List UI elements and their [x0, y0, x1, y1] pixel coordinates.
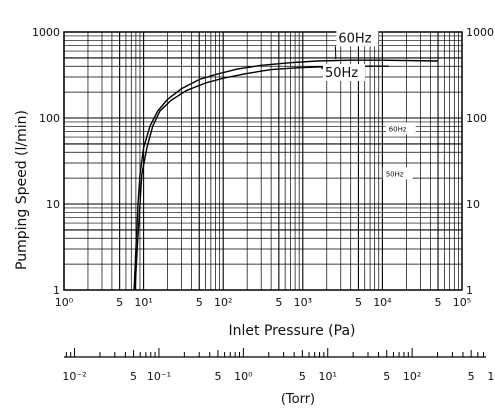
- annotation-label: 60Hz: [389, 125, 407, 133]
- y-tick-label-right: 1000: [466, 26, 494, 39]
- torr-tick-label: 5: [468, 370, 475, 383]
- series-layer: [133, 59, 439, 291]
- grid: [63, 32, 462, 291]
- y-tick-labels-right: 1 10 100 1000: [466, 26, 494, 297]
- annotation-backdrop: [385, 122, 416, 135]
- x-tick-label: 10⁵: [453, 296, 471, 309]
- torr-tick-label: 10¹: [319, 370, 337, 383]
- annotation-label: 60Hz: [338, 31, 371, 46]
- annotation-backdrop: [382, 167, 413, 180]
- torr-tick-label: 5: [383, 370, 390, 383]
- x-tick-label: 5: [275, 296, 282, 309]
- x-tick-label: 10⁴: [373, 296, 392, 309]
- x-tick-label: 5: [435, 296, 442, 309]
- torr-tick-label: 10⁻¹: [147, 370, 171, 383]
- torr-tick-label: 5: [214, 370, 221, 383]
- y-tick-labels-left: 1 10 100 1000: [32, 26, 60, 297]
- annotation-label: 50Hz: [386, 170, 404, 178]
- x-tick-label: 10³: [294, 296, 312, 309]
- y-tick-label-right: 100: [466, 112, 487, 125]
- x-tick-label: 10⁰: [55, 296, 74, 309]
- y-tick-label-left: 100: [39, 112, 60, 125]
- torr-tick-label: 5: [299, 370, 306, 383]
- x-tick-label: 10¹: [134, 296, 152, 309]
- x-axis-label: Inlet Pressure (Pa): [229, 323, 356, 339]
- annotations: 60Hz 50Hz 60Hz 50Hz: [320, 29, 416, 180]
- y-tick-label-left: 1000: [32, 26, 60, 39]
- annotation-backdrop: [322, 63, 365, 81]
- series-line-50Hz: [134, 65, 389, 291]
- torr-tick-label: 10⁰: [234, 370, 253, 383]
- y-tick-label-right: 10: [466, 198, 480, 211]
- torr-axis-label: (Torr): [281, 392, 315, 407]
- x-tick-label: 10²: [214, 296, 232, 309]
- torr-tick-label: 5: [130, 370, 137, 383]
- annotation-backdrop: [336, 29, 379, 47]
- y-tick-label-left: 10: [46, 198, 60, 211]
- torr-axis: 10⁻² 5 10⁻¹ 5 10⁰ 5 10¹ 5 10² 5 10³: [62, 348, 495, 383]
- x-tick-label: 5: [116, 296, 123, 309]
- y-axis-label: Pumping Speed (l/min): [14, 110, 30, 270]
- torr-tick-label: 10²: [403, 370, 421, 383]
- x-tick-label: 5: [355, 296, 362, 309]
- plot-frame: [63, 31, 463, 291]
- x-tick-label: 5: [196, 296, 203, 309]
- torr-tick-label: 10³: [487, 370, 495, 383]
- annotation-label: 50Hz: [325, 66, 358, 81]
- torr-tick-label: 10⁻²: [62, 370, 86, 383]
- y-tick-label-left: 1: [53, 284, 60, 297]
- series-line-60Hz: [133, 59, 439, 291]
- y-tick-label-right: 1: [466, 284, 473, 297]
- x-tick-labels: 10⁰ 5 10¹ 5 10² 5 10³ 5 10⁴ 5 10⁵: [55, 296, 471, 309]
